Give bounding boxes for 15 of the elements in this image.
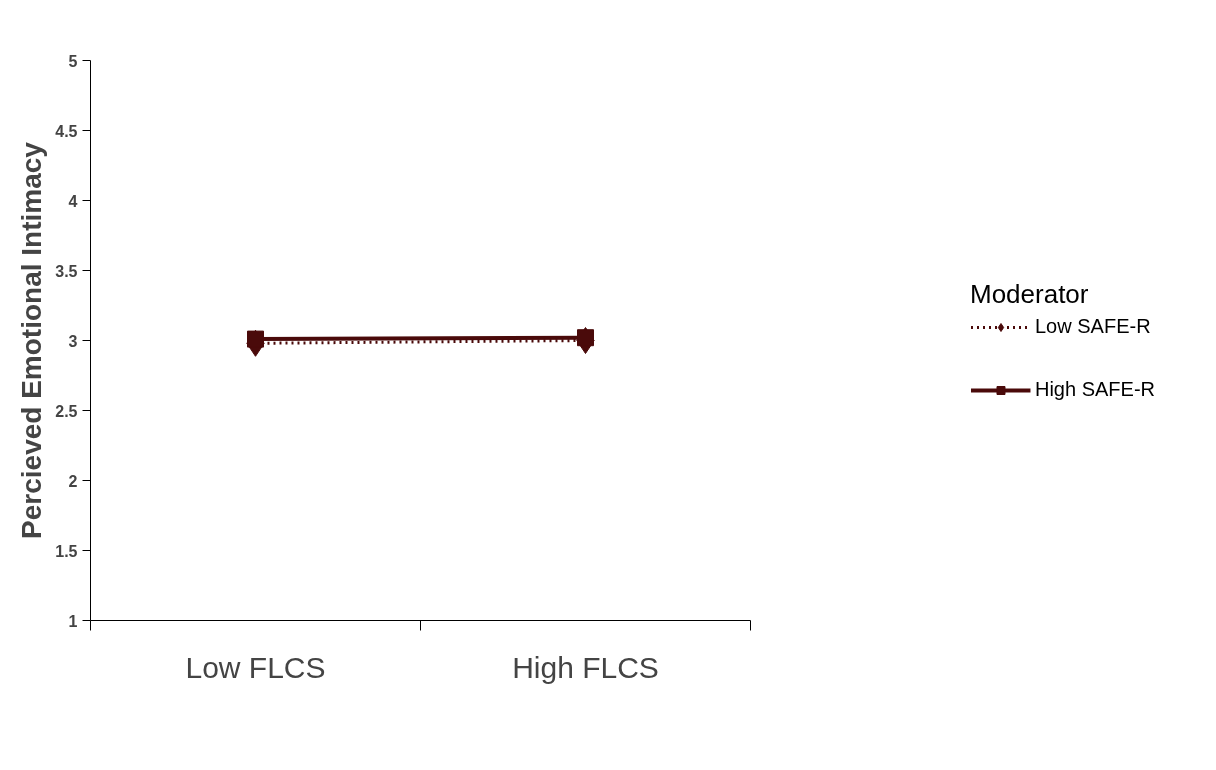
y-axis-title: Percieved Emotional Intimacy: [16, 141, 48, 539]
legend-label: High SAFE-R: [1034, 378, 1156, 401]
legend-title: Moderator: [969, 279, 1090, 310]
x-tick-label: High FLCS: [512, 650, 659, 684]
y-tick-label: 3: [68, 332, 78, 350]
y-tick-label: 4: [68, 192, 78, 210]
y-tick-label: 1: [68, 612, 78, 630]
y-tick-label: 4.5: [55, 122, 78, 140]
y-tick-label: 1.5: [55, 542, 78, 560]
y-tick-label: 3.5: [55, 262, 78, 280]
y-tick-label: 2: [68, 472, 78, 490]
x-tick-label: Low FLCS: [185, 650, 326, 684]
y-tick-label: 5: [68, 52, 78, 70]
y-tick-label: 2.5: [55, 402, 78, 420]
legend-label: Low SAFE-R: [1034, 315, 1151, 338]
